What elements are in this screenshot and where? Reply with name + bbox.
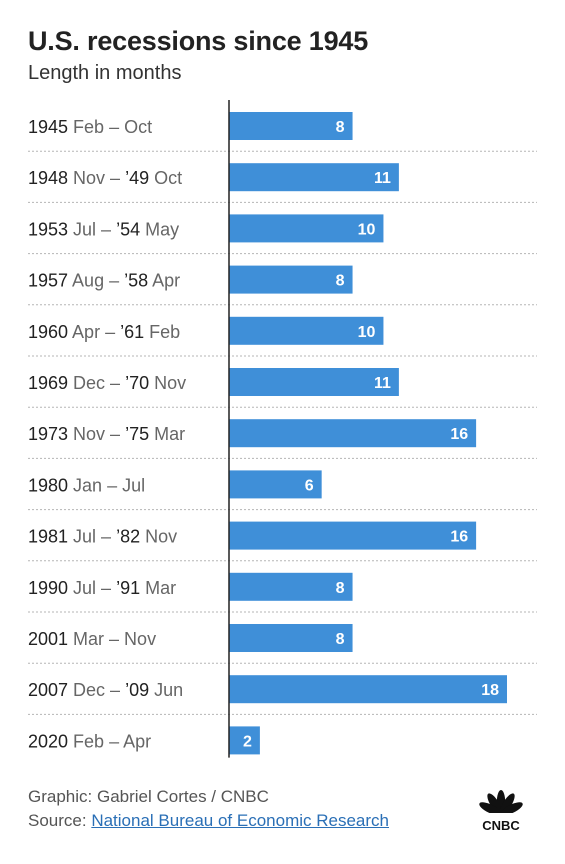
- source-line: Source: National Bureau of Economic Rese…: [28, 811, 389, 831]
- chart-subtitle: Length in months: [28, 62, 182, 84]
- category-label: 1973 Nov – ’75 Mar: [28, 424, 185, 444]
- bar: [229, 521, 477, 550]
- category-label: 1960 Apr – ’61 Feb: [28, 322, 180, 342]
- category-label: 2007 Dec – ’09 Jun: [28, 680, 183, 700]
- bar: [229, 624, 353, 652]
- bar: [229, 470, 322, 499]
- chart-title: U.S. recessions since 1945: [28, 26, 369, 56]
- graphic-credit: Graphic: Gabriel Cortes / CNBC: [28, 787, 269, 806]
- recession-bar-chart: 1945 Feb – Oct 8 1948 Nov – ’49 Oct 11 1953 …: [28, 100, 537, 758]
- logo-wordmark: CNBC: [482, 818, 520, 833]
- bar: [229, 726, 260, 755]
- category-label: 1945 Feb – Oct: [28, 117, 152, 137]
- category-label: 1948 Nov – ’49 Oct: [28, 168, 182, 188]
- category-label: 2001 Mar – Nov: [28, 629, 156, 649]
- bar-value-label: 18: [481, 682, 499, 699]
- bar-value-label: 10: [358, 221, 376, 238]
- category-label: 1980 Jan – Jul: [28, 475, 145, 495]
- category-label: 1969 Dec – ’70 Nov: [28, 373, 186, 393]
- bar-value-label: 2: [243, 733, 252, 750]
- bar-value-label: 8: [336, 631, 345, 648]
- cnbc-peacock-logo-icon: CNBC: [472, 790, 530, 833]
- bar-value-label: 8: [336, 580, 345, 597]
- bar-value-label: 16: [450, 529, 468, 546]
- bar-value-label: 8: [336, 273, 345, 290]
- bar: [229, 265, 353, 294]
- bar: [229, 368, 399, 396]
- bar: [229, 316, 384, 345]
- bar-value-label: 10: [358, 324, 376, 341]
- bar-value-label: 16: [450, 426, 468, 443]
- bar: [229, 675, 507, 704]
- bar-value-label: 11: [374, 170, 391, 187]
- category-label: 1957 Aug – ’58 Apr: [28, 271, 180, 291]
- category-label: 2020 Feb – Apr: [28, 731, 151, 751]
- category-label: 1981 Jul – ’82 Nov: [28, 527, 177, 547]
- source-link[interactable]: National Bureau of Economic Research: [91, 811, 389, 830]
- bar: [229, 112, 353, 140]
- bar: [229, 419, 477, 448]
- category-label: 1953 Jul – ’54 May: [28, 219, 179, 239]
- bar: [229, 214, 384, 243]
- bar-value-label: 8: [336, 119, 345, 136]
- bar-value-label: 6: [305, 477, 314, 494]
- bar-value-label: 11: [374, 375, 391, 392]
- bar: [229, 572, 353, 601]
- category-label: 1990 Jul – ’91 Mar: [28, 578, 176, 598]
- source-prefix: Source:: [28, 811, 87, 830]
- bar: [229, 163, 399, 192]
